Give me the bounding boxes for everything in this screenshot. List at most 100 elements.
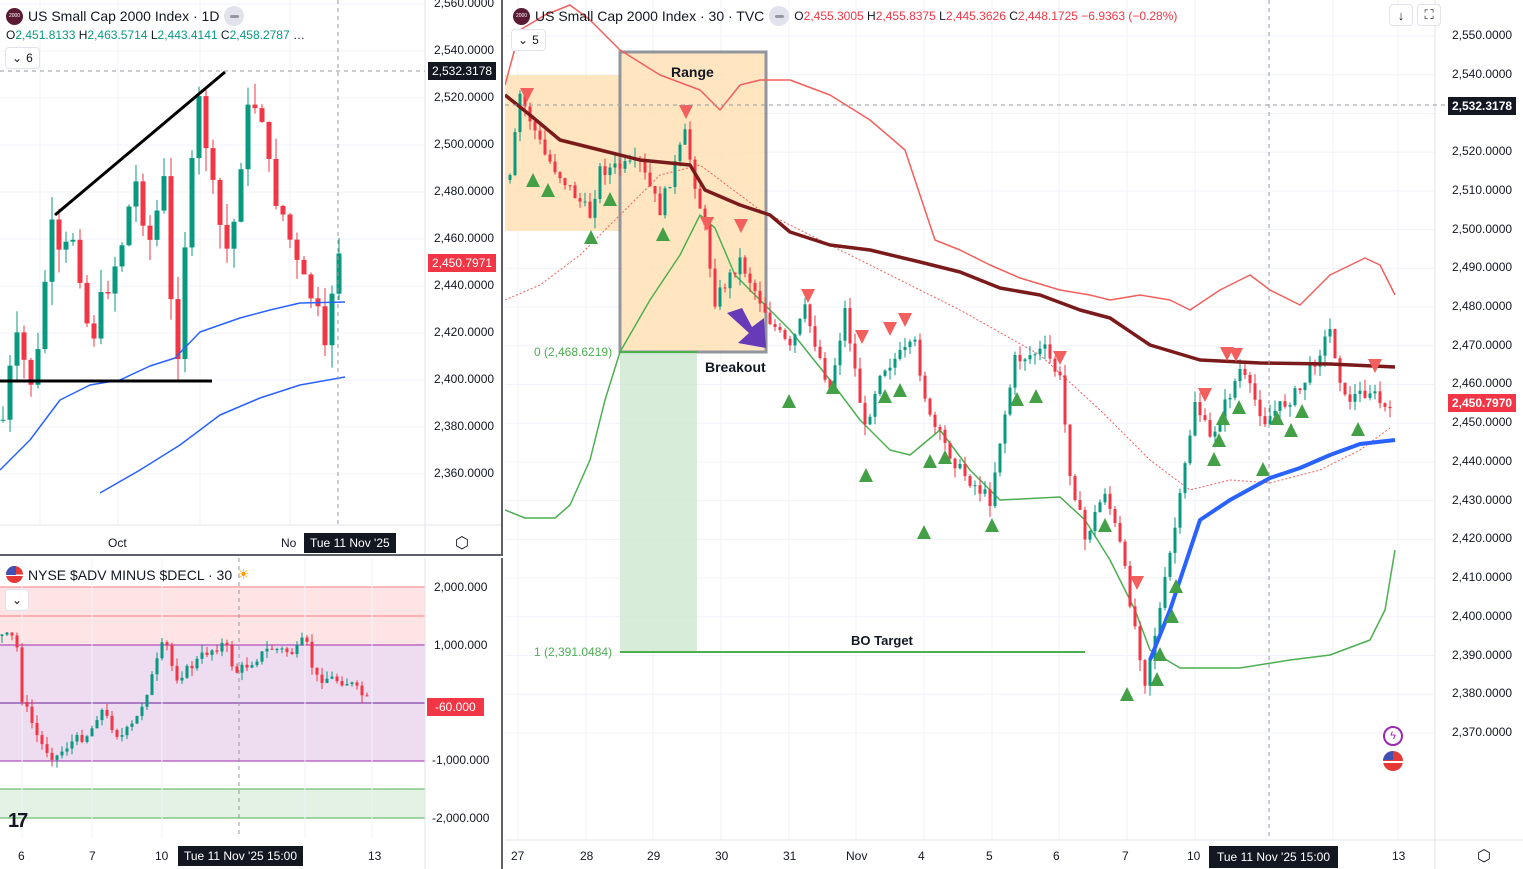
- candle-body: [1163, 576, 1167, 608]
- candle-body: [294, 239, 300, 260]
- candle-body: [828, 379, 832, 390]
- candle-body: [1218, 421, 1222, 432]
- lightning-alert-icon[interactable]: ϟ: [1383, 726, 1403, 746]
- candle-body: [154, 210, 160, 240]
- candle-body: [888, 367, 892, 371]
- candle-body: [1318, 355, 1322, 367]
- us-flag-event-icon[interactable]: [1383, 751, 1403, 771]
- candle-body: [1063, 375, 1067, 425]
- sell-signal-icon: [801, 289, 815, 303]
- candle-body: [563, 178, 567, 186]
- buy-signal-icon: [1029, 389, 1043, 403]
- candle-body: [603, 166, 607, 176]
- settings-icon[interactable]: ⬡: [1477, 848, 1491, 865]
- candle-body: [275, 649, 279, 651]
- sell-signal-icon: [883, 322, 897, 336]
- price-label: 2,500.0000: [434, 137, 495, 151]
- crosshair-time-tag: Tue 11 Nov '25: [304, 533, 396, 553]
- candle-body: [1198, 402, 1202, 416]
- dotted-average-line: [505, 164, 1391, 491]
- candle-body: [240, 664, 244, 673]
- candle-body: [98, 292, 104, 339]
- candle-body: [355, 682, 359, 686]
- candle-body: [290, 652, 294, 655]
- breadth-chart-panel[interactable]: NYSE $ADV MINUS $DECL · 30 ☀ ⌄ 2,000.000…: [0, 558, 503, 869]
- candle-body: [150, 674, 154, 696]
- candle-body: [1348, 394, 1352, 402]
- last-price-tag: 2,450.7970: [1448, 394, 1517, 412]
- candle-body: [663, 188, 667, 216]
- symbol-logo-icon: 2000: [513, 7, 530, 25]
- fullscreen-button[interactable]: ⛶: [1417, 4, 1441, 26]
- candle-body: [200, 652, 204, 659]
- candle-body: [110, 715, 114, 731]
- candle-body: [1293, 388, 1297, 406]
- main-chart-panel[interactable]: 2000 US Small Cap 2000 Index · 30 · TVC …: [505, 0, 1523, 869]
- crosshair-price-tag: 2,532.3178: [428, 62, 497, 80]
- candle-body: [1118, 522, 1122, 542]
- time-label: 7: [1122, 849, 1129, 863]
- market-status-icon: [769, 6, 790, 26]
- candle-body: [883, 370, 887, 376]
- candle-body: [105, 292, 111, 294]
- candle-body: [252, 104, 258, 109]
- candle-body: [220, 642, 224, 652]
- candle-body: [280, 648, 284, 650]
- breadth-chart-canvas[interactable]: [0, 558, 503, 869]
- candle-body: [833, 365, 837, 390]
- price-label: 2,380.0000: [434, 419, 495, 433]
- buy-signal-icon: [1207, 452, 1221, 466]
- candle-body: [320, 674, 324, 683]
- daily-chart-panel[interactable]: 2000 US Small Cap 2000 Index · 1D O2,451…: [0, 0, 503, 556]
- indicators-collapse-button[interactable]: ⌄: [5, 589, 30, 611]
- price-label: 2,360.0000: [434, 466, 495, 480]
- candle-body: [60, 751, 64, 756]
- fib-level-0-label: 0 (2,468.6219): [534, 345, 613, 359]
- scroll-to-latest-button[interactable]: ↓: [1389, 4, 1413, 26]
- candle-body: [301, 259, 307, 275]
- bo-target-label[interactable]: BO Target: [851, 633, 913, 648]
- candle-body: [28, 359, 34, 385]
- indicators-collapse-button[interactable]: ⌄ 5: [511, 29, 546, 51]
- settings-icon[interactable]: ⬡: [455, 535, 469, 552]
- candle-body: [295, 645, 299, 655]
- candle-body: [1323, 336, 1327, 356]
- time-label: 10: [155, 849, 169, 863]
- candle-body: [230, 645, 234, 667]
- range-label[interactable]: Range: [671, 64, 714, 80]
- candle-body: [133, 181, 139, 207]
- buy-signal-icon: [1165, 609, 1179, 623]
- candle-body: [773, 324, 777, 328]
- candle-body: [175, 665, 179, 681]
- buy-signal-icon: [859, 468, 873, 482]
- candle-body: [893, 358, 897, 368]
- candle-body: [988, 489, 992, 507]
- candle-body: [225, 642, 229, 646]
- candle-body: [948, 442, 952, 459]
- candle-body: [643, 161, 647, 173]
- symbol-title[interactable]: US Small Cap 2000 Index · 1D: [28, 8, 220, 24]
- candle-body: [803, 304, 807, 319]
- candle-body: [1178, 493, 1182, 528]
- symbol-title[interactable]: US Small Cap 2000 Index · 30 · TVC: [535, 8, 765, 24]
- candle-body: [953, 458, 957, 469]
- candle-body: [598, 166, 602, 200]
- symbol-title[interactable]: NYSE $ADV MINUS $DECL · 30: [28, 566, 233, 583]
- price-label: 2,370.0000: [1452, 724, 1513, 739]
- indicators-collapse-button[interactable]: ⌄ 6: [5, 47, 40, 69]
- daily-chart-canvas[interactable]: [0, 0, 503, 556]
- buy-signal-icon: [541, 183, 555, 197]
- candle-body: [255, 661, 259, 666]
- last-price-tag: 2,450.7971: [428, 254, 497, 272]
- candle-body: [1073, 476, 1077, 500]
- buy-signal-icon: [893, 383, 907, 397]
- main-chart-canvas[interactable]: [505, 0, 1523, 869]
- buy-signal-icon: [1212, 433, 1226, 447]
- candle-body: [778, 327, 782, 331]
- candle-body: [182, 247, 188, 360]
- candle-body: [723, 287, 727, 289]
- candle-body: [848, 307, 852, 344]
- candle-body: [1188, 435, 1192, 464]
- breakout-label[interactable]: Breakout: [705, 359, 766, 375]
- candle-body: [203, 96, 209, 149]
